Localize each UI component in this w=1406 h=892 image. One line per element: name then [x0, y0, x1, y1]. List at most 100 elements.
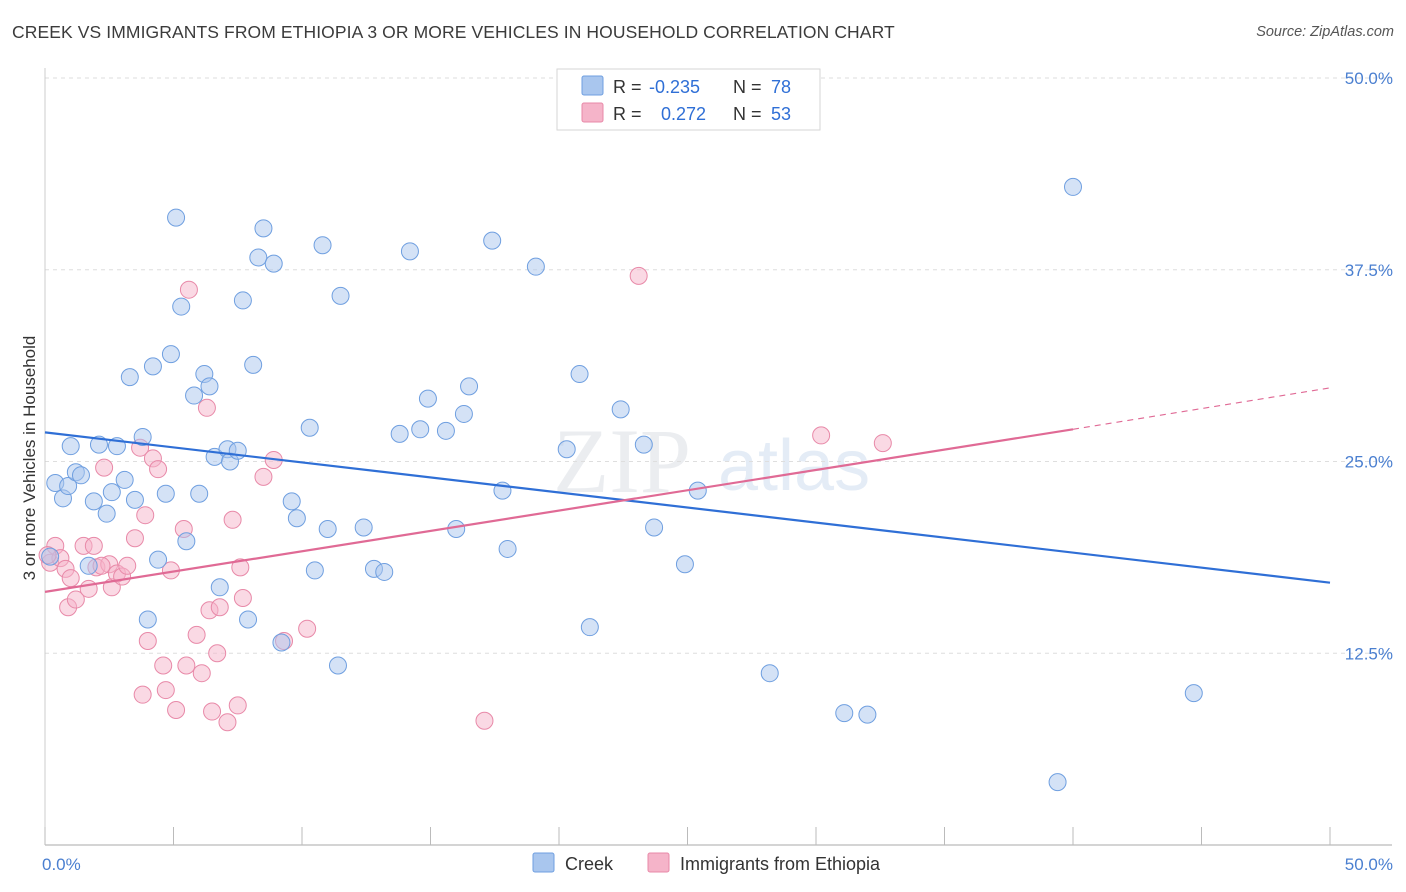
creek-point-69	[645, 518, 664, 537]
ethiopia-point-17	[125, 529, 144, 548]
ethiopia-trend-line	[44, 428, 1074, 593]
creek-point-65	[570, 365, 589, 384]
creek-point-8	[84, 492, 103, 511]
y-tick-label-2: 37.5%	[1345, 261, 1393, 280]
creek-point-52	[390, 424, 409, 443]
creek-point-51	[375, 562, 394, 581]
ethiopia-point-47	[475, 711, 494, 730]
creek-point-16	[133, 427, 152, 446]
legend-r-value-creek: -0.235	[649, 77, 700, 97]
creek-point-43	[300, 418, 319, 437]
creek-point-49	[354, 518, 373, 537]
creek-point-19	[149, 550, 168, 569]
creek-point-3	[59, 477, 78, 496]
ethiopia-point-49	[812, 426, 831, 445]
creek-point-22	[167, 208, 186, 227]
creek-point-30	[210, 578, 229, 597]
legend-r-label-ethiopia: R =	[613, 104, 642, 124]
ethiopia-point-41	[231, 558, 250, 577]
creek-point-14	[120, 368, 139, 387]
legend-swatch-creek	[581, 75, 604, 96]
ethiopia-point-46	[298, 619, 317, 638]
creek-point-40	[272, 633, 291, 652]
creek-point-55	[418, 389, 437, 408]
ethiopia-point-30	[179, 280, 198, 299]
bottom-legend-swatch-ethiopia	[647, 852, 670, 873]
creek-point-70	[675, 555, 694, 574]
creek-point-33	[228, 441, 247, 460]
creek-point-77	[1184, 684, 1203, 703]
ethiopia-point-6	[66, 590, 85, 609]
ethiopia-point-33	[197, 398, 216, 417]
ethiopia-point-40	[228, 696, 247, 715]
creek-point-45	[313, 236, 332, 255]
creek-point-57	[447, 519, 466, 538]
creek-point-67	[611, 400, 630, 419]
ethiopia-point-48	[629, 266, 648, 285]
creek-point-28	[200, 377, 219, 396]
creek-point-64	[557, 440, 576, 459]
creek-point-76	[1064, 177, 1082, 196]
ethiopia-point-38	[218, 713, 237, 732]
creek-point-74	[858, 705, 877, 724]
creek-point-68	[634, 435, 653, 454]
creek-point-7	[79, 556, 98, 575]
legend-n-value-ethiopia: 53	[771, 104, 791, 124]
ethiopia-point-11	[95, 458, 114, 477]
bottom-legend-swatch-creek	[532, 852, 555, 873]
creek-point-18	[143, 357, 162, 376]
legend-swatch-ethiopia	[581, 102, 604, 123]
series-creek-points	[41, 177, 1203, 792]
ethiopia-point-43	[254, 467, 273, 486]
ethiopia-point-50	[873, 434, 892, 453]
creek-point-26	[190, 484, 209, 503]
ethiopia-point-8	[79, 579, 98, 598]
bottom-legend-label-creek: Creek	[565, 854, 614, 874]
ethiopia-point-39	[223, 510, 242, 529]
ethiopia-trend-extension	[1072, 387, 1331, 430]
legend-n-label-creek: N =	[733, 77, 762, 97]
legend-n-label-ethiopia: N =	[733, 104, 762, 124]
creek-point-63	[526, 257, 545, 276]
legend: R = -0.235 N = 78 R = 0.272 N = 53	[556, 68, 821, 131]
ethiopia-point-19	[133, 685, 152, 704]
creek-point-37	[249, 248, 268, 267]
bottom-legend: Creek Immigrants from Ethiopia	[532, 852, 881, 874]
source-label: Source: ZipAtlas.com	[1256, 24, 1394, 40]
y-tick-label-1: 25.0%	[1345, 453, 1393, 472]
chart-title: CREEK VS IMMIGRANTS FROM ETHIOPIA 3 OR M…	[12, 22, 895, 42]
creek-point-41	[282, 492, 301, 511]
creek-point-75	[1048, 773, 1067, 792]
bottom-legend-label-ethiopia: Immigrants from Ethiopia	[680, 854, 881, 874]
legend-r-label-creek: R =	[613, 77, 642, 97]
x-tick-label-max: 50.0%	[1345, 855, 1393, 874]
ethiopia-point-21	[138, 631, 157, 650]
creek-point-20	[156, 484, 175, 503]
creek-point-21	[161, 345, 180, 364]
creek-point-59	[460, 377, 479, 396]
ethiopia-point-9	[84, 536, 103, 555]
creek-point-10	[97, 504, 116, 523]
creek-point-24	[177, 532, 196, 551]
y-axis-title: 3 or more Vehicles in Household	[20, 336, 39, 581]
ethiopia-point-36	[208, 644, 227, 663]
trend-lines	[44, 387, 1331, 593]
ethiopia-point-42	[233, 589, 252, 608]
legend-n-value-creek: 78	[771, 77, 791, 97]
ethiopia-point-20	[136, 506, 155, 525]
creek-point-35	[239, 610, 258, 629]
creek-point-62	[498, 539, 517, 558]
ethiopia-point-31	[187, 625, 206, 644]
creek-point-44	[305, 561, 324, 580]
ethiopia-point-29	[177, 656, 196, 675]
axes	[44, 68, 1392, 846]
y-tick-label-0: 12.5%	[1345, 644, 1393, 663]
creek-point-9	[89, 435, 108, 454]
legend-r-value-ethiopia: 0.272	[661, 104, 706, 124]
creek-point-34	[233, 291, 252, 310]
creek-point-13	[115, 470, 134, 489]
x-tick-labels: 0.0% 50.0%	[42, 855, 1393, 874]
ethiopia-point-16	[118, 556, 137, 575]
creek-point-23	[172, 297, 191, 316]
